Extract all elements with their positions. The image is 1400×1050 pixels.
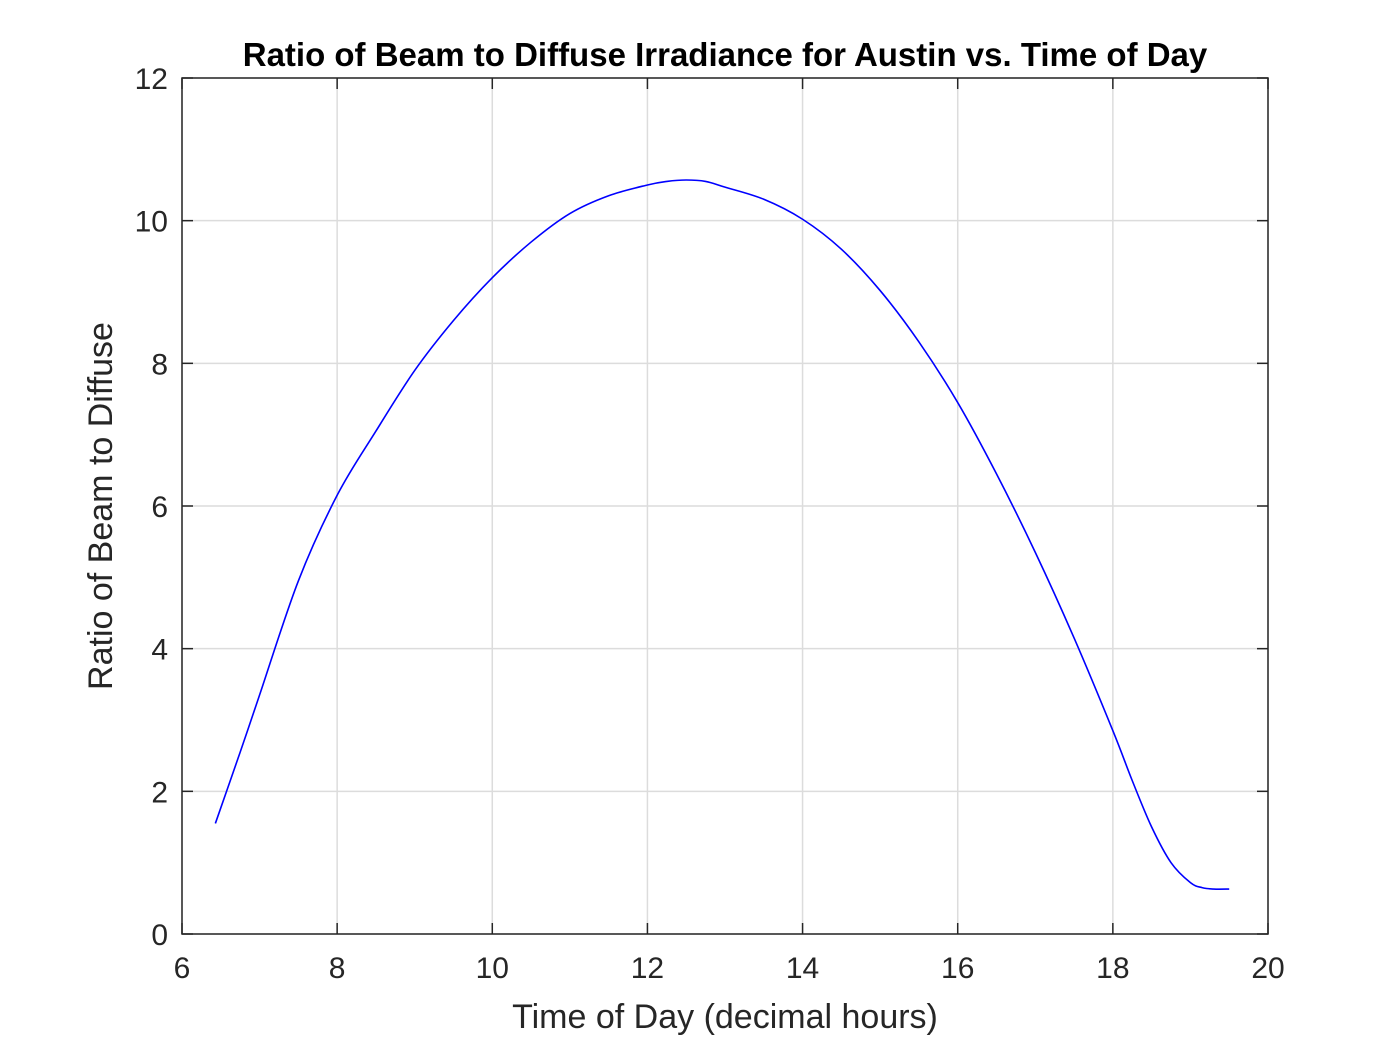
x-tick-label: 10 (476, 952, 509, 985)
y-tick-label: 6 (151, 491, 168, 524)
y-tick-label: 0 (151, 919, 168, 952)
chart-title: Ratio of Beam to Diffuse Irradiance for … (243, 36, 1208, 73)
y-tick-label: 12 (135, 63, 168, 96)
y-tick-label: 8 (151, 348, 168, 381)
x-tick-label: 20 (1251, 952, 1284, 985)
x-axis-label: Time of Day (decimal hours) (512, 998, 938, 1036)
grid (181, 77, 1269, 935)
x-tick-label: 14 (786, 952, 819, 985)
x-tick-label: 12 (631, 952, 664, 985)
y-tick-label: 10 (135, 206, 168, 239)
x-tick-label: 18 (1096, 952, 1129, 985)
series-line (214, 179, 1230, 890)
ticks: 6 8 10 12 14 16 18 20 0 2 4 6 8 10 12 (135, 63, 1285, 985)
y-tick-label: 4 (151, 634, 168, 667)
x-tick-label: 6 (174, 952, 191, 985)
y-tick-label: 2 (151, 776, 168, 809)
x-tick-label: 8 (329, 952, 346, 985)
y-axis-label: Ratio of Beam to Diffuse (82, 322, 120, 690)
x-tick-label: 16 (941, 952, 974, 985)
